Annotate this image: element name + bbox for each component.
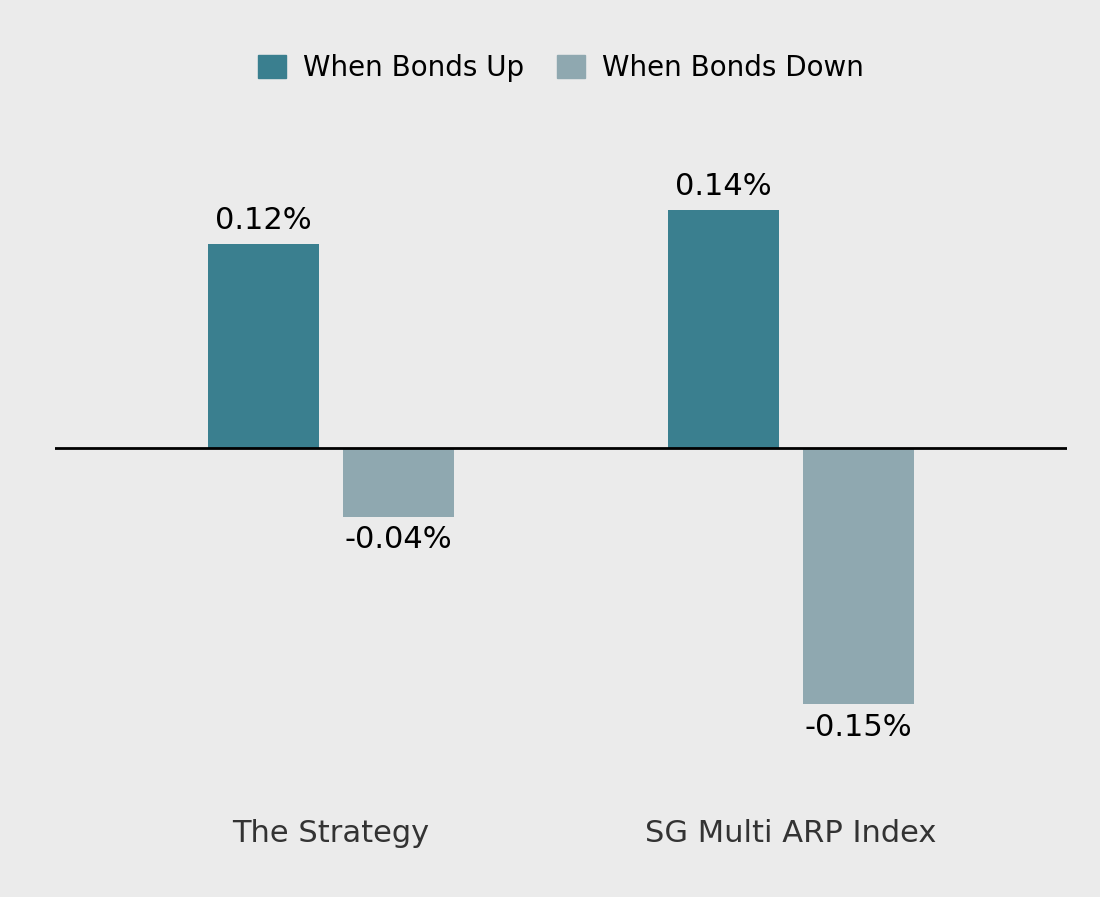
Text: 0.12%: 0.12% (216, 206, 311, 235)
Text: -0.04%: -0.04% (344, 526, 452, 554)
Bar (208, 244, 319, 448)
Text: 0.14%: 0.14% (675, 172, 772, 202)
Text: -0.15%: -0.15% (805, 712, 912, 742)
Bar (669, 210, 779, 448)
Bar (803, 448, 914, 704)
Legend: When Bonds Up, When Bonds Down: When Bonds Up, When Bonds Down (244, 39, 878, 95)
Bar (343, 448, 453, 517)
